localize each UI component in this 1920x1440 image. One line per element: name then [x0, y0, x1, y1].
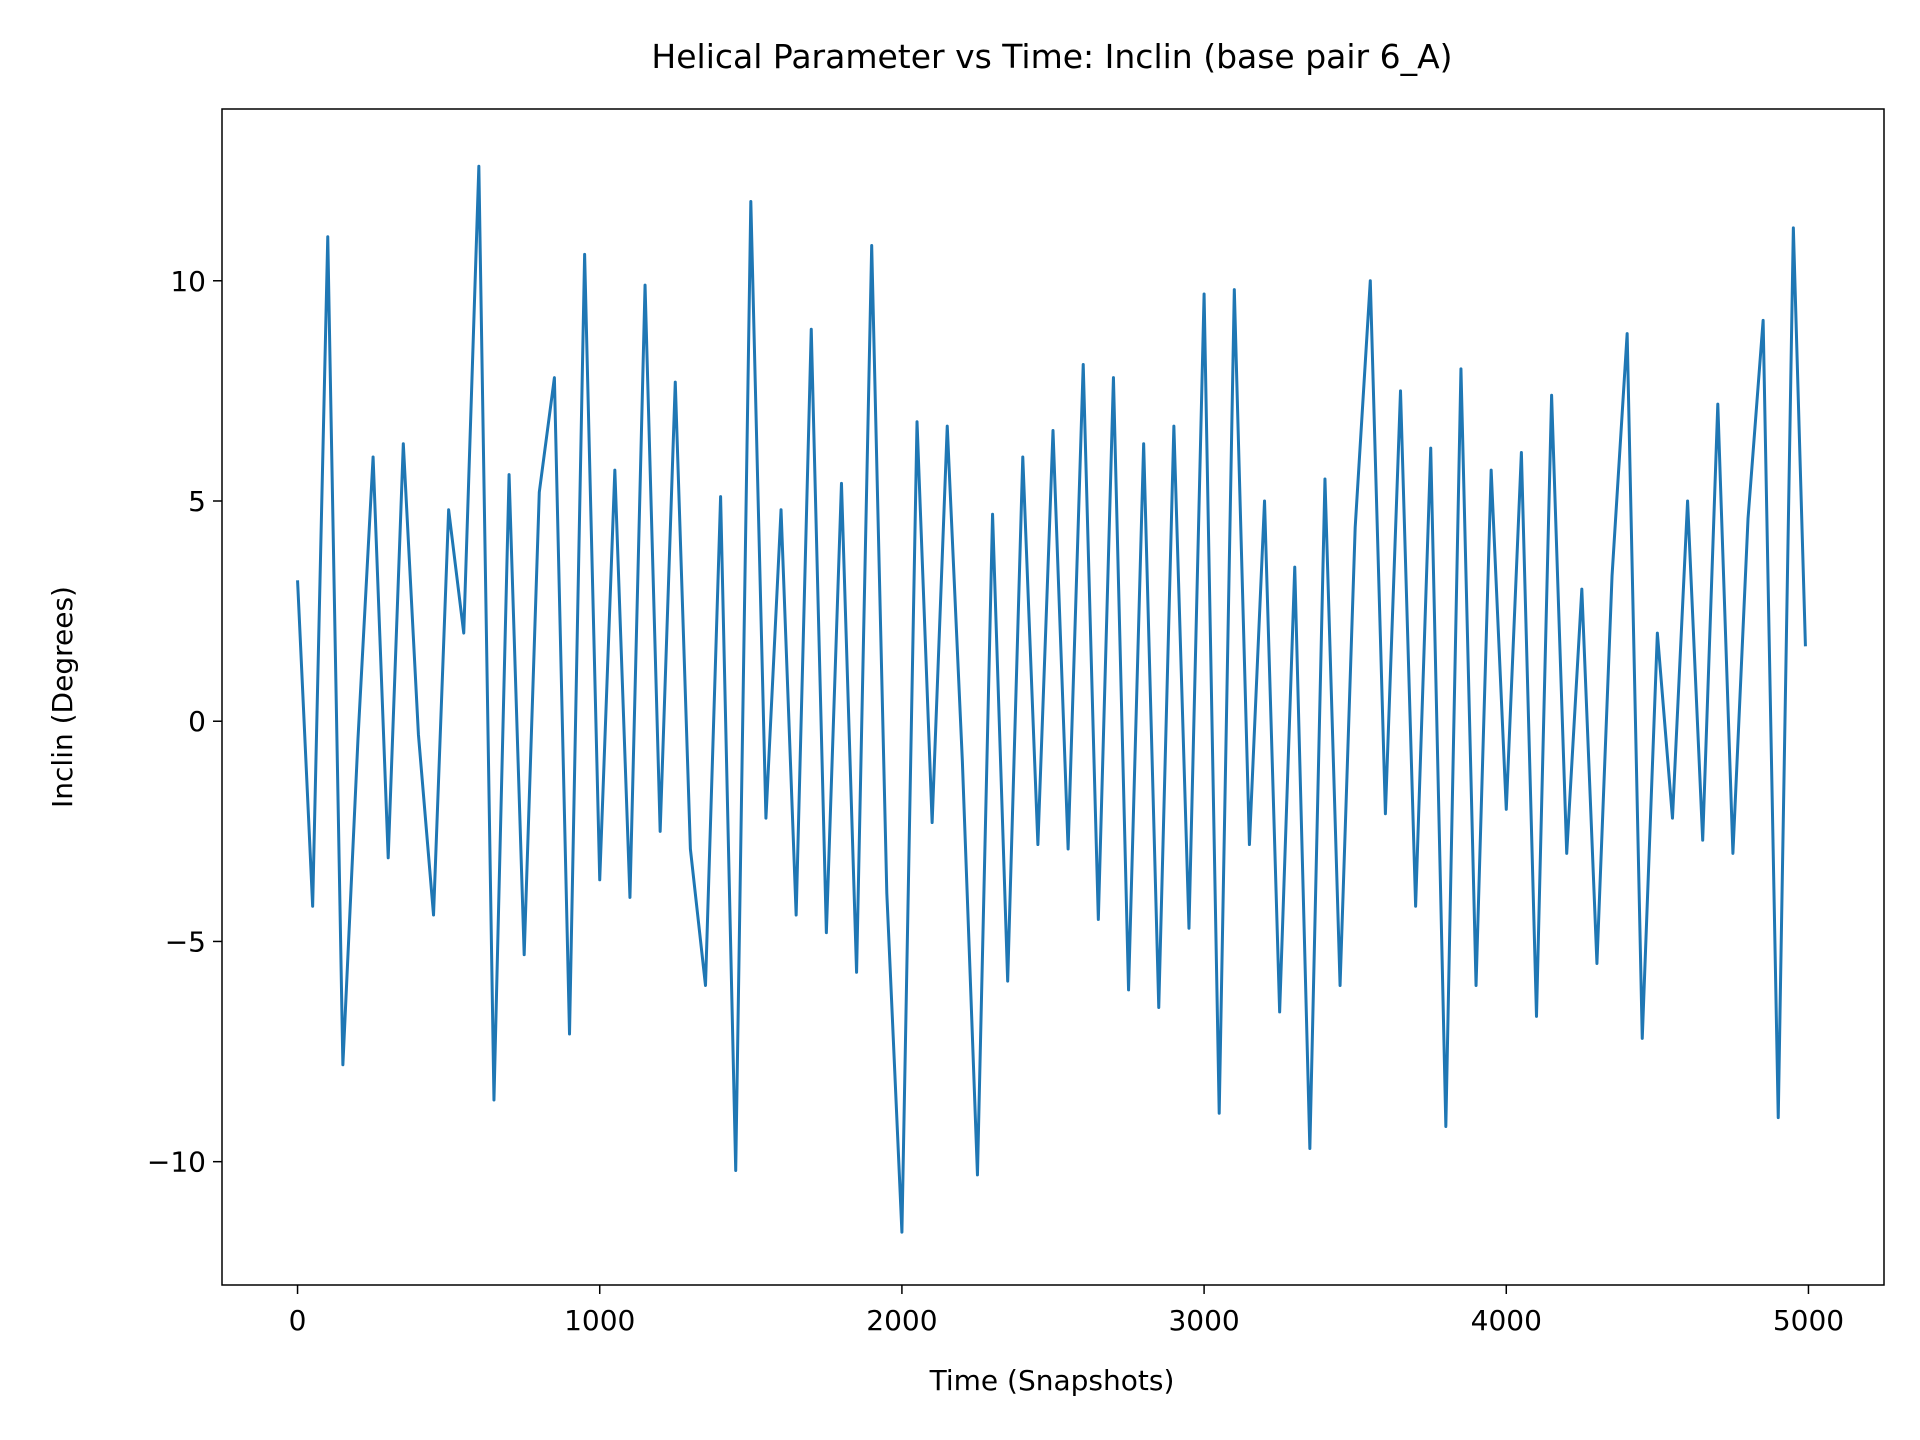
x-tick-label: 4000	[1471, 1304, 1542, 1337]
x-tick-label: 1000	[564, 1304, 635, 1337]
y-tick-label: 0	[188, 705, 206, 738]
data-line	[296, 164, 1807, 1234]
x-tick-label: 5000	[1773, 1304, 1844, 1337]
x-tick-label: 0	[289, 1304, 307, 1337]
y-tick-label: 5	[188, 485, 206, 518]
y-tick-label: −5	[165, 925, 206, 958]
chart-title: Helical Parameter vs Time: Inclin (base …	[651, 37, 1452, 76]
x-axis-label: Time (Snapshots)	[929, 1364, 1175, 1397]
plot-frame	[221, 108, 1885, 1286]
y-tick-label: 10	[170, 265, 206, 298]
x-tick-label: 2000	[866, 1304, 937, 1337]
y-tick-label: −10	[147, 1146, 206, 1179]
y-axis-label: Inclin (Degrees)	[46, 586, 79, 808]
x-tick-label: 3000	[1168, 1304, 1239, 1337]
